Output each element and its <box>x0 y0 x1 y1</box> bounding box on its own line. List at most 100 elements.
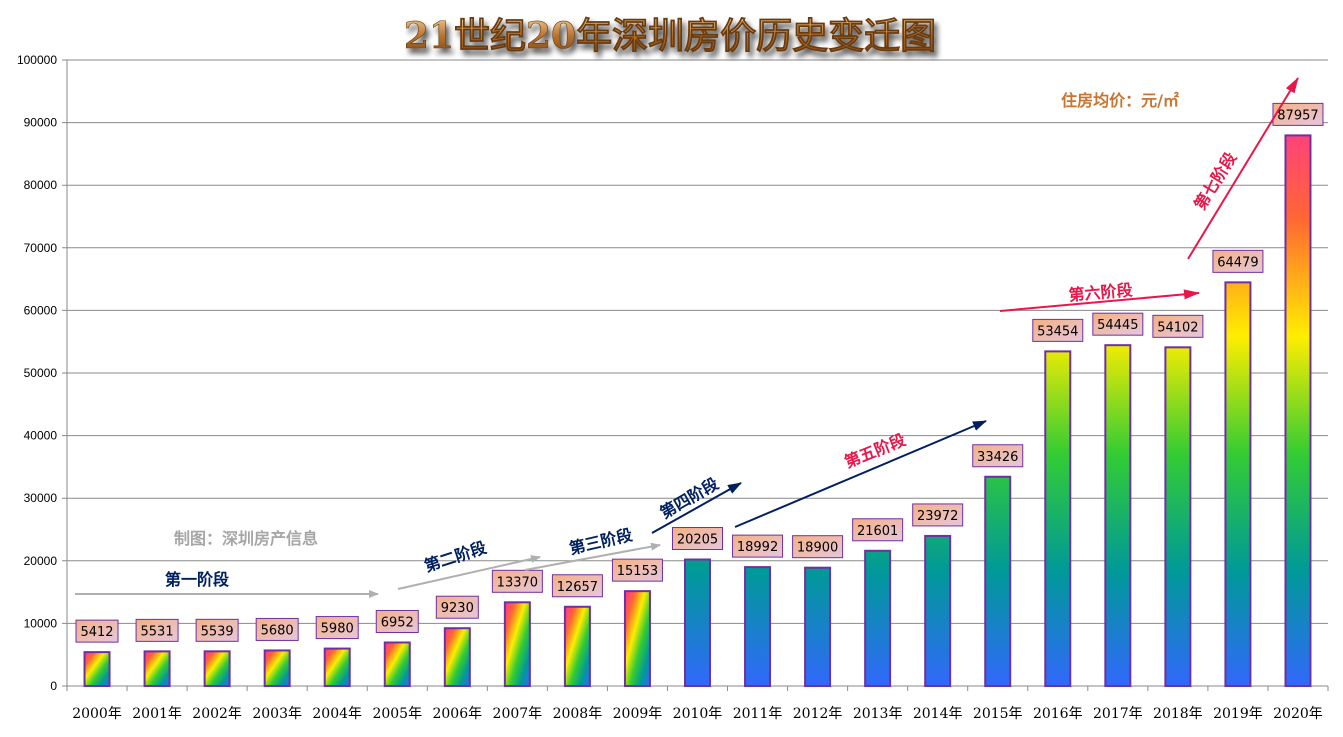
x-tick-label: 2006年 <box>432 706 482 722</box>
data-label-box <box>912 503 964 527</box>
x-tick-label: 2009年 <box>613 706 663 722</box>
stage-7-arrow <box>1187 77 1299 260</box>
stage-3-label: 第三阶段 <box>567 525 635 558</box>
data-label: 54102 <box>1157 320 1198 335</box>
x-tick-label: 2001年 <box>132 706 182 722</box>
y-tick-label: 0 <box>50 679 57 693</box>
bar <box>1104 344 1132 687</box>
bar <box>443 627 471 688</box>
data-label-box <box>1092 312 1144 336</box>
data-label: 5980 <box>321 622 354 637</box>
x-tick-label: 2020年 <box>1273 706 1323 722</box>
data-labels: 5412 5531 5539 5680 5980 6952 9230 13370 12657 15… <box>75 102 1324 643</box>
x-tick-label: 2007年 <box>493 706 543 722</box>
bar <box>203 650 231 688</box>
bar <box>623 590 651 687</box>
y-tick-label: 80000 <box>24 178 58 192</box>
bar <box>864 549 892 687</box>
y-tick-label: 70000 <box>24 241 58 255</box>
y-tick-label: 90000 <box>24 116 58 130</box>
stage-3-arrow <box>524 542 661 571</box>
data-label-box <box>672 527 723 551</box>
data-label-box <box>315 616 359 640</box>
data-label: 18992 <box>737 540 778 555</box>
bar <box>503 601 531 687</box>
bar <box>263 649 291 687</box>
stage-1-label: 第一阶段 <box>165 570 230 589</box>
data-label: 5412 <box>80 625 113 640</box>
data-label-box <box>611 558 663 582</box>
data-label: 13370 <box>497 575 538 590</box>
x-tick-label: 2010年 <box>673 706 723 722</box>
data-label-box <box>1212 249 1264 273</box>
stage-2-arrow <box>397 555 541 590</box>
bars <box>83 134 1312 688</box>
x-tick-label: 2019年 <box>1213 706 1263 722</box>
bar <box>744 566 772 688</box>
chart-title: 21世纪20年深圳房价历史变迁图 <box>404 15 936 57</box>
x-tick-label: 2003年 <box>252 706 302 722</box>
data-label-box <box>255 617 299 641</box>
data-label: 9230 <box>441 601 474 616</box>
bar <box>83 651 111 687</box>
bar <box>924 534 952 688</box>
bar <box>684 558 711 688</box>
bar <box>323 647 351 687</box>
x-tick-label: 2000年 <box>72 706 122 722</box>
data-label: 20205 <box>677 533 718 548</box>
x-tick-label: 2011年 <box>733 706 783 722</box>
data-label: 18900 <box>797 541 838 556</box>
credit-label: 制图：深圳房产信息 <box>174 529 318 548</box>
x-axis: 2000年 2001年 2002年 2003年 2004年 2005年 2006年 2007年… <box>66 686 1329 722</box>
unit-label: 住房均价：元/㎡ <box>1061 91 1179 110</box>
data-label: 5680 <box>261 623 294 638</box>
data-label: 53454 <box>1037 324 1078 339</box>
y-tick-label: 30000 <box>24 491 58 505</box>
data-label: 12657 <box>557 580 598 595</box>
data-label-box <box>135 618 179 642</box>
data-label-box <box>491 569 543 593</box>
bar <box>1164 346 1192 687</box>
y-tick-label: 50000 <box>24 366 58 380</box>
y-tick-label: 20000 <box>24 554 58 568</box>
data-label: 87957 <box>1277 108 1318 123</box>
x-tick-label: 2008年 <box>553 706 603 722</box>
bar <box>143 650 171 687</box>
data-label: 15153 <box>617 564 658 579</box>
x-tick-label: 2002年 <box>192 706 242 722</box>
data-label-box <box>792 535 844 559</box>
bar <box>1224 281 1252 687</box>
data-label: 6952 <box>381 615 414 630</box>
x-tick-label: 2004年 <box>312 706 362 722</box>
y-tick-label: 60000 <box>24 303 58 317</box>
x-tick-label: 2005年 <box>372 706 422 722</box>
data-label: 33426 <box>977 450 1018 465</box>
bar <box>1044 350 1072 687</box>
data-label-box <box>75 619 119 643</box>
data-label: 54445 <box>1097 318 1138 333</box>
data-label-box <box>551 574 603 598</box>
stage-7-label: 第七阶段 <box>1190 148 1241 213</box>
x-tick-label: 2013年 <box>853 706 903 722</box>
data-label: 64479 <box>1217 255 1258 270</box>
y-tick-label: 10000 <box>24 616 58 630</box>
data-label-box <box>972 444 1024 468</box>
data-label-box <box>1032 318 1084 342</box>
x-tick-label: 2016年 <box>1033 706 1083 722</box>
x-tick-label: 2018年 <box>1153 706 1203 722</box>
data-label: 21601 <box>857 524 898 539</box>
stage-6-label: 第六阶段 <box>1068 280 1134 305</box>
x-tick-label: 2015年 <box>973 706 1023 722</box>
x-tick-label: 2014年 <box>913 706 963 722</box>
x-tick-label: 2012年 <box>793 706 843 722</box>
stage-6-arrow <box>999 289 1200 312</box>
bar <box>984 475 1012 687</box>
data-label-box <box>195 618 239 642</box>
data-label: 23972 <box>917 509 958 524</box>
data-label: 5539 <box>201 624 234 639</box>
data-label-box <box>1272 102 1324 126</box>
y-tick-label: 100000 <box>17 53 57 67</box>
data-label-box <box>435 595 479 619</box>
data-label: 5531 <box>141 624 174 639</box>
